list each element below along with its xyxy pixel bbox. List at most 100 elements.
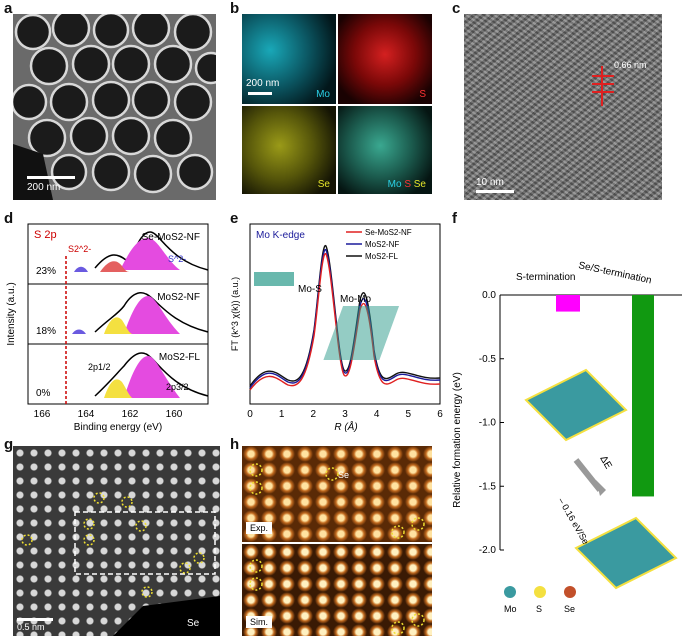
mo-label: Mo <box>316 89 330 100</box>
delta-arrow-shaft <box>573 458 603 492</box>
y-tick-label: -1.0 <box>479 418 497 429</box>
formation-energy-chart: S-termination Se/S-termination 0.0 -0.5 -1… <box>452 260 682 614</box>
panel-label-h: h <box>230 436 240 453</box>
exafs-frame <box>249 223 441 405</box>
scale-bar <box>248 92 272 95</box>
s22-peak <box>72 329 86 334</box>
exafs-title: Mo K-edge <box>256 230 305 241</box>
legend-s: S <box>536 604 542 614</box>
haadf-image: 0.5 nm Se <box>13 446 220 636</box>
exafs-xtick: 4 <box>374 409 380 420</box>
sim-label: Sim. <box>246 616 272 628</box>
y-tick-label: -0.5 <box>479 354 497 365</box>
sample-label: MoS2-FL <box>159 352 201 363</box>
percent-label: 0% <box>36 388 51 399</box>
exafs-xtick: 2 <box>311 409 317 420</box>
delta-label: ΔE <box>597 454 613 471</box>
xps-ylabel: Intensity (a.u.) <box>6 282 17 345</box>
eds-se-map: Se <box>242 106 336 194</box>
scale-label: 10 nm <box>476 177 504 188</box>
panel-label-a: a <box>4 0 13 17</box>
annotation: – 0.16 eV/Se <box>556 496 591 546</box>
scale-label: 200 nm <box>246 78 280 89</box>
panel-label-f: f <box>452 210 457 227</box>
merge-s: S <box>404 179 411 190</box>
hrtem-image: 0.66 nm 10 nm <box>464 14 662 200</box>
merge-se: Se <box>413 179 426 190</box>
mo-legend-dot <box>504 586 516 598</box>
y-ticks: 0.0 -0.5 -1.0 -1.5 -2.0 <box>479 290 504 556</box>
panel-label-g: g <box>4 436 14 453</box>
eds-mo-map: 200 nm Mo <box>242 14 336 104</box>
percent-label: 18% <box>36 326 56 337</box>
s-label: S <box>419 89 426 100</box>
legend-se: Se <box>564 604 575 614</box>
panel-label-b: b <box>230 0 240 17</box>
structure-icon <box>323 306 400 360</box>
xps-title: S 2p <box>34 229 57 241</box>
xps-plot: S 2p Se-MoS2-NF MoS2-NF MoS2-FL 23% 18% … <box>6 223 209 432</box>
panel-label-e: e <box>230 210 239 227</box>
s32-peak <box>124 356 180 398</box>
s12-peak <box>104 317 132 334</box>
exp-label: Exp. <box>246 522 273 534</box>
scale-bar <box>17 618 53 621</box>
legend-label: Se-MoS2-NF <box>365 228 412 237</box>
s32-peak <box>124 296 180 334</box>
exafs-xtick: 0 <box>247 409 253 420</box>
exafs-xlabel: R (Å) <box>334 420 357 432</box>
species-label: S2^2- <box>68 244 91 254</box>
f-ylabel: Relative formation energy (eV) <box>452 372 463 508</box>
sem-pores <box>13 14 216 200</box>
percent-label: 23% <box>36 266 56 277</box>
s12-peak <box>104 379 132 398</box>
eds-merge-map: Mo S Se <box>338 106 432 194</box>
sample-label: Se-MoS2-NF <box>142 232 200 243</box>
se-legend-dot <box>564 586 576 598</box>
merge-label: Mo S Se <box>388 179 426 190</box>
bar-s-termination <box>556 295 580 312</box>
merge-mo: Mo <box>387 179 402 190</box>
peak-label: 2p1/2 <box>88 362 111 372</box>
sim-image: Sim. <box>242 544 432 636</box>
exafs-plot: Mo K-edge Se-MoS2-NF MoS2-NF MoS2-FL Mo-… <box>230 223 443 432</box>
structure-icon <box>254 272 294 286</box>
exafs-xtick: 6 <box>437 409 443 420</box>
sem-image: 200 nm <box>13 14 216 200</box>
legend-label: MoS2-NF <box>365 240 399 249</box>
s12-peak <box>100 261 130 272</box>
bars <box>556 295 654 497</box>
y-tick-label: 0.0 <box>482 290 496 301</box>
scale-label: 200 nm <box>27 182 61 193</box>
xps-xtick: 160 <box>166 409 183 420</box>
s32-peak <box>120 238 180 270</box>
exafs-ylabel: FT (k^3 χ(k)) (a.u.) <box>230 277 240 351</box>
xps-xtick: 162 <box>122 409 139 420</box>
slab-structure <box>524 368 628 442</box>
xps-xtick: 166 <box>34 409 51 420</box>
spacing-marker <box>592 66 614 106</box>
scale-label: 0.5 nm <box>17 622 45 632</box>
se-markers <box>21 492 220 636</box>
sim-se-markers <box>249 559 425 635</box>
s-legend-dot <box>534 586 546 598</box>
category-label: S-termination <box>516 272 575 283</box>
exafs-curve-se <box>249 253 441 391</box>
panel-label-d: d <box>4 210 14 227</box>
sample-label: MoS2-NF <box>157 292 200 303</box>
exp-se-markers <box>249 463 425 539</box>
peak-label: 2p3/2 <box>166 382 189 392</box>
slab-structure <box>574 516 678 590</box>
eds-s-map: S <box>338 14 432 104</box>
fit-curve <box>94 292 209 333</box>
category-label: Se/S-termination <box>577 260 652 286</box>
s22-peak <box>74 266 88 272</box>
se-legend: Se <box>187 618 200 629</box>
annot-momo: Mo-Mo <box>340 294 372 305</box>
y-tick-label: -2.0 <box>479 545 497 556</box>
legend-label: MoS2-FL <box>365 252 398 261</box>
annot-mos: Mo-S <box>298 284 322 295</box>
exafs-xtick: 3 <box>342 409 348 420</box>
se-label: Se <box>338 470 350 480</box>
scale-bar <box>27 176 75 179</box>
